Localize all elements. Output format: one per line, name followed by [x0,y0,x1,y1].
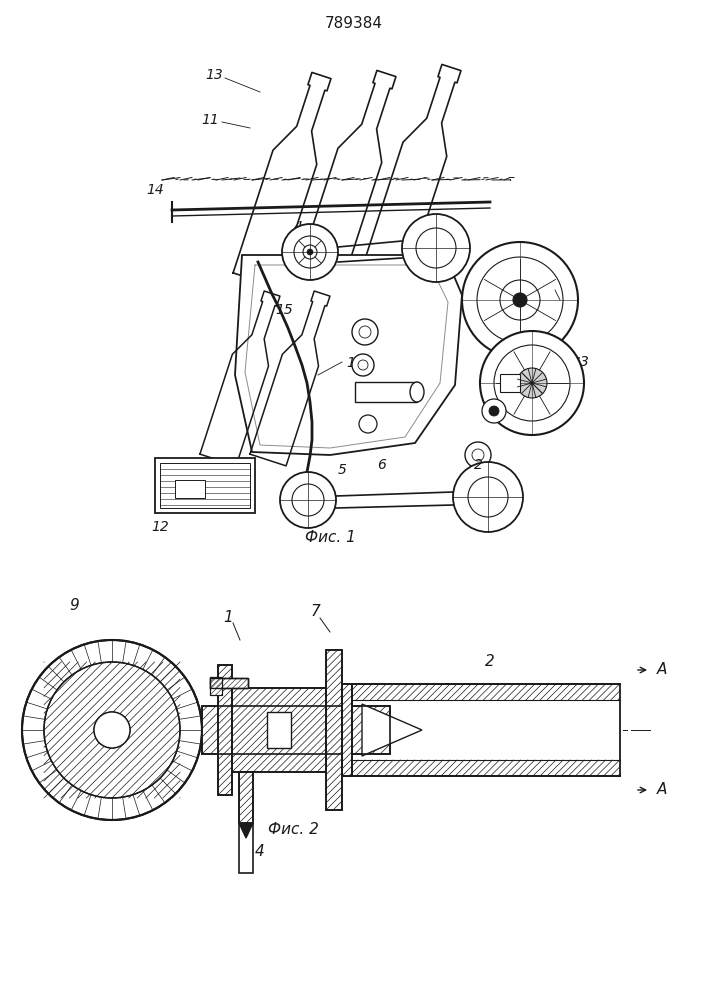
Circle shape [307,249,313,255]
Circle shape [44,662,180,798]
Circle shape [352,319,378,345]
Circle shape [402,214,470,282]
Text: A: A [657,662,667,678]
Bar [218,665,232,795]
Circle shape [462,242,578,358]
Text: 1: 1 [561,275,571,289]
Text: 12: 12 [151,520,169,534]
Bar [202,706,390,754]
Bar [210,677,222,695]
Text: 4: 4 [255,844,265,859]
Circle shape [517,368,547,398]
Text: 789384: 789384 [325,16,383,31]
Text: 4: 4 [293,220,303,234]
Text: 7: 7 [310,604,320,619]
Polygon shape [500,374,520,392]
Bar [160,463,250,508]
Polygon shape [235,255,462,455]
Circle shape [482,399,506,423]
Text: 10: 10 [346,356,364,370]
Bar [210,678,248,688]
Circle shape [94,712,130,748]
Bar [239,772,253,823]
Bar [218,665,232,795]
Text: Фис. 2: Фис. 2 [267,822,318,838]
Circle shape [480,331,584,435]
Bar [232,688,326,772]
Circle shape [453,462,523,532]
Bar [210,678,248,688]
Text: Фис. 1: Фис. 1 [305,530,356,544]
Text: 2: 2 [474,458,482,472]
Bar [326,650,342,810]
Bar [342,684,620,776]
Text: 15: 15 [275,303,293,317]
Text: 5: 5 [337,463,346,477]
Circle shape [282,224,338,280]
Ellipse shape [410,382,424,402]
Polygon shape [239,823,253,838]
Text: 13: 13 [205,68,223,82]
Text: 3: 3 [580,355,588,369]
Circle shape [465,442,491,468]
Bar [326,650,342,810]
Bar [155,458,255,513]
Text: 2: 2 [485,654,495,670]
Text: 14: 14 [146,183,164,197]
Text: A: A [657,782,667,798]
Text: 6: 6 [378,458,387,472]
Text: 11: 11 [201,113,219,127]
Circle shape [352,354,374,376]
Bar [355,382,417,402]
Text: 9: 9 [69,597,79,612]
Bar [232,688,326,772]
Bar [175,480,205,498]
Text: 8: 8 [541,397,549,411]
Bar [210,677,222,695]
Bar [267,712,291,748]
Polygon shape [362,704,422,756]
Bar [342,684,352,776]
Bar [239,772,253,873]
Circle shape [94,712,130,748]
Circle shape [22,640,202,820]
Circle shape [513,293,527,307]
Bar [342,684,352,776]
Circle shape [489,406,499,416]
Bar [202,706,390,754]
Circle shape [280,472,336,528]
Circle shape [359,415,377,433]
Text: 1: 1 [223,609,233,624]
